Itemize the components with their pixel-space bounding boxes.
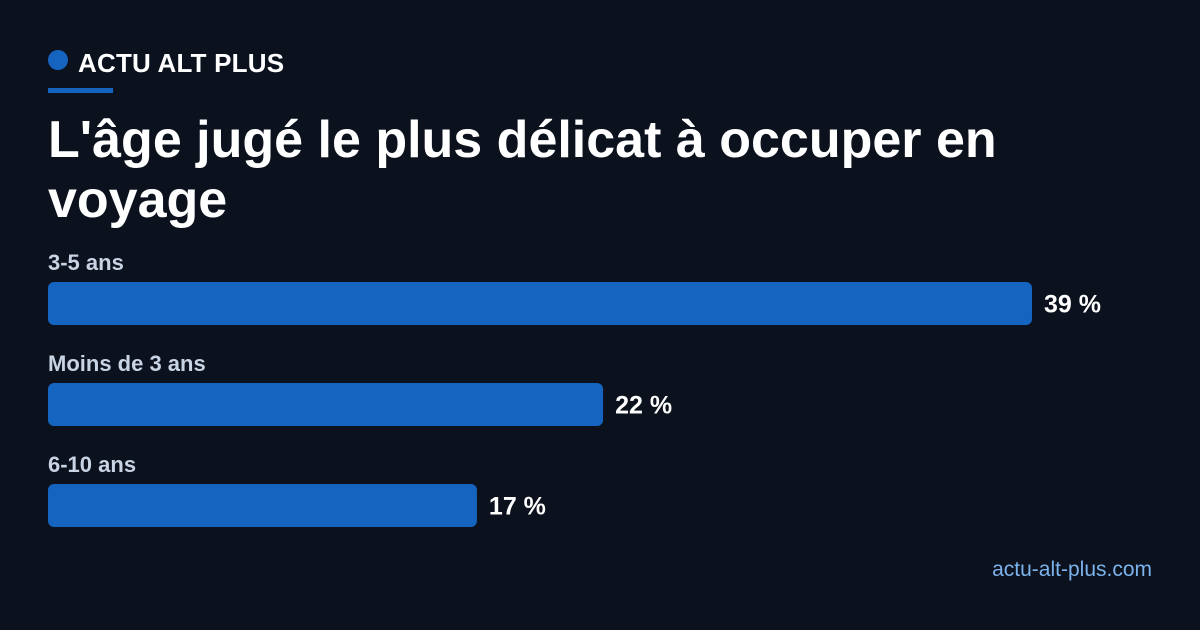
value-label: 22 % [615, 392, 672, 420]
chart-title: L'âge jugé le plus délicat à occuper en … [48, 111, 997, 229]
category-label: 3-5 ans [48, 250, 124, 275]
bar-group: 6-10 ans 17 % [48, 452, 546, 527]
value-label: 39 % [1044, 291, 1101, 319]
bar [48, 383, 604, 426]
bar-group: Moins de 3 ans 22 % [48, 351, 672, 426]
category-label: Moins de 3 ans [48, 351, 206, 376]
brand-dot-icon [48, 50, 68, 70]
bar [48, 282, 1032, 325]
bar [48, 484, 477, 527]
bar-group: 3-5 ans 39 % [48, 250, 1101, 325]
category-label: 6-10 ans [48, 452, 136, 477]
brand-underline [48, 88, 113, 93]
brand-name: ACTU ALT PLUS [78, 48, 285, 78]
value-label: 17 % [489, 493, 546, 521]
source-link[interactable]: actu-alt-plus.com [992, 558, 1152, 581]
brand: ACTU ALT PLUS [48, 48, 284, 78]
